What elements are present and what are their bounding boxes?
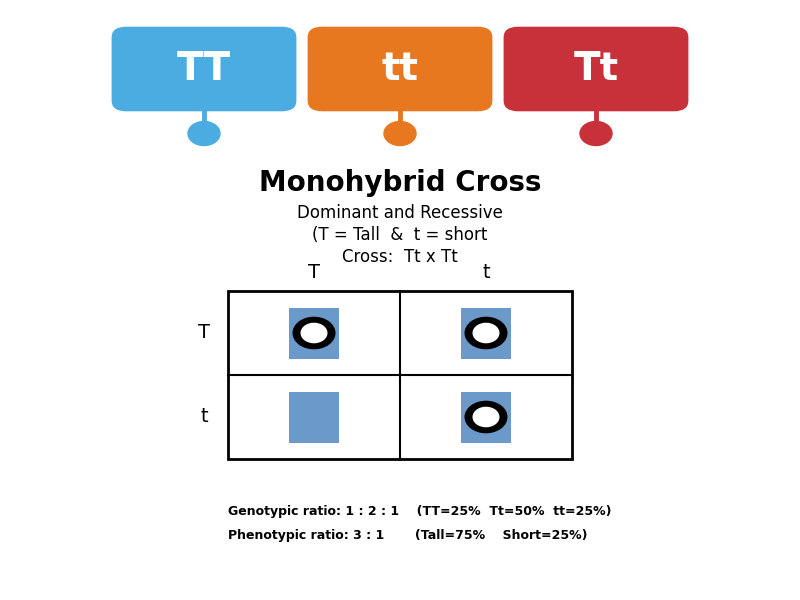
Text: Tt: Tt [574,50,618,88]
Text: Dominant and Recessive: Dominant and Recessive [297,204,503,222]
Text: Monohybrid Cross: Monohybrid Cross [258,169,542,197]
FancyBboxPatch shape [307,26,492,112]
Bar [289,391,338,443]
Text: TT: TT [177,50,231,88]
Bar [228,291,572,459]
Circle shape [473,323,499,343]
Text: T: T [198,323,210,343]
Circle shape [580,121,612,145]
Circle shape [465,317,507,349]
Text: t: t [482,263,490,283]
Circle shape [465,401,507,433]
Circle shape [188,121,220,145]
FancyBboxPatch shape [112,26,297,112]
Bar [289,307,338,358]
Text: T: T [308,263,320,283]
Text: Genotypic ratio: 1 : 2 : 1    (TT=25%  Tt=50%  tt=25%): Genotypic ratio: 1 : 2 : 1 (TT=25% Tt=50… [228,505,611,518]
Bar [461,307,510,358]
Circle shape [301,323,326,343]
Text: (T = Tall  &  t = short: (T = Tall & t = short [312,226,488,244]
Text: t: t [200,407,208,427]
Circle shape [473,407,499,427]
Circle shape [384,121,416,145]
FancyBboxPatch shape [504,26,688,112]
Text: Cross:  Tt x Tt: Cross: Tt x Tt [342,248,458,266]
Text: tt: tt [382,50,418,88]
Circle shape [293,317,334,349]
Text: Phenotypic ratio: 3 : 1       (Tall=75%    Short=25%): Phenotypic ratio: 3 : 1 (Tall=75% Short=… [228,529,587,542]
Bar [461,391,510,443]
